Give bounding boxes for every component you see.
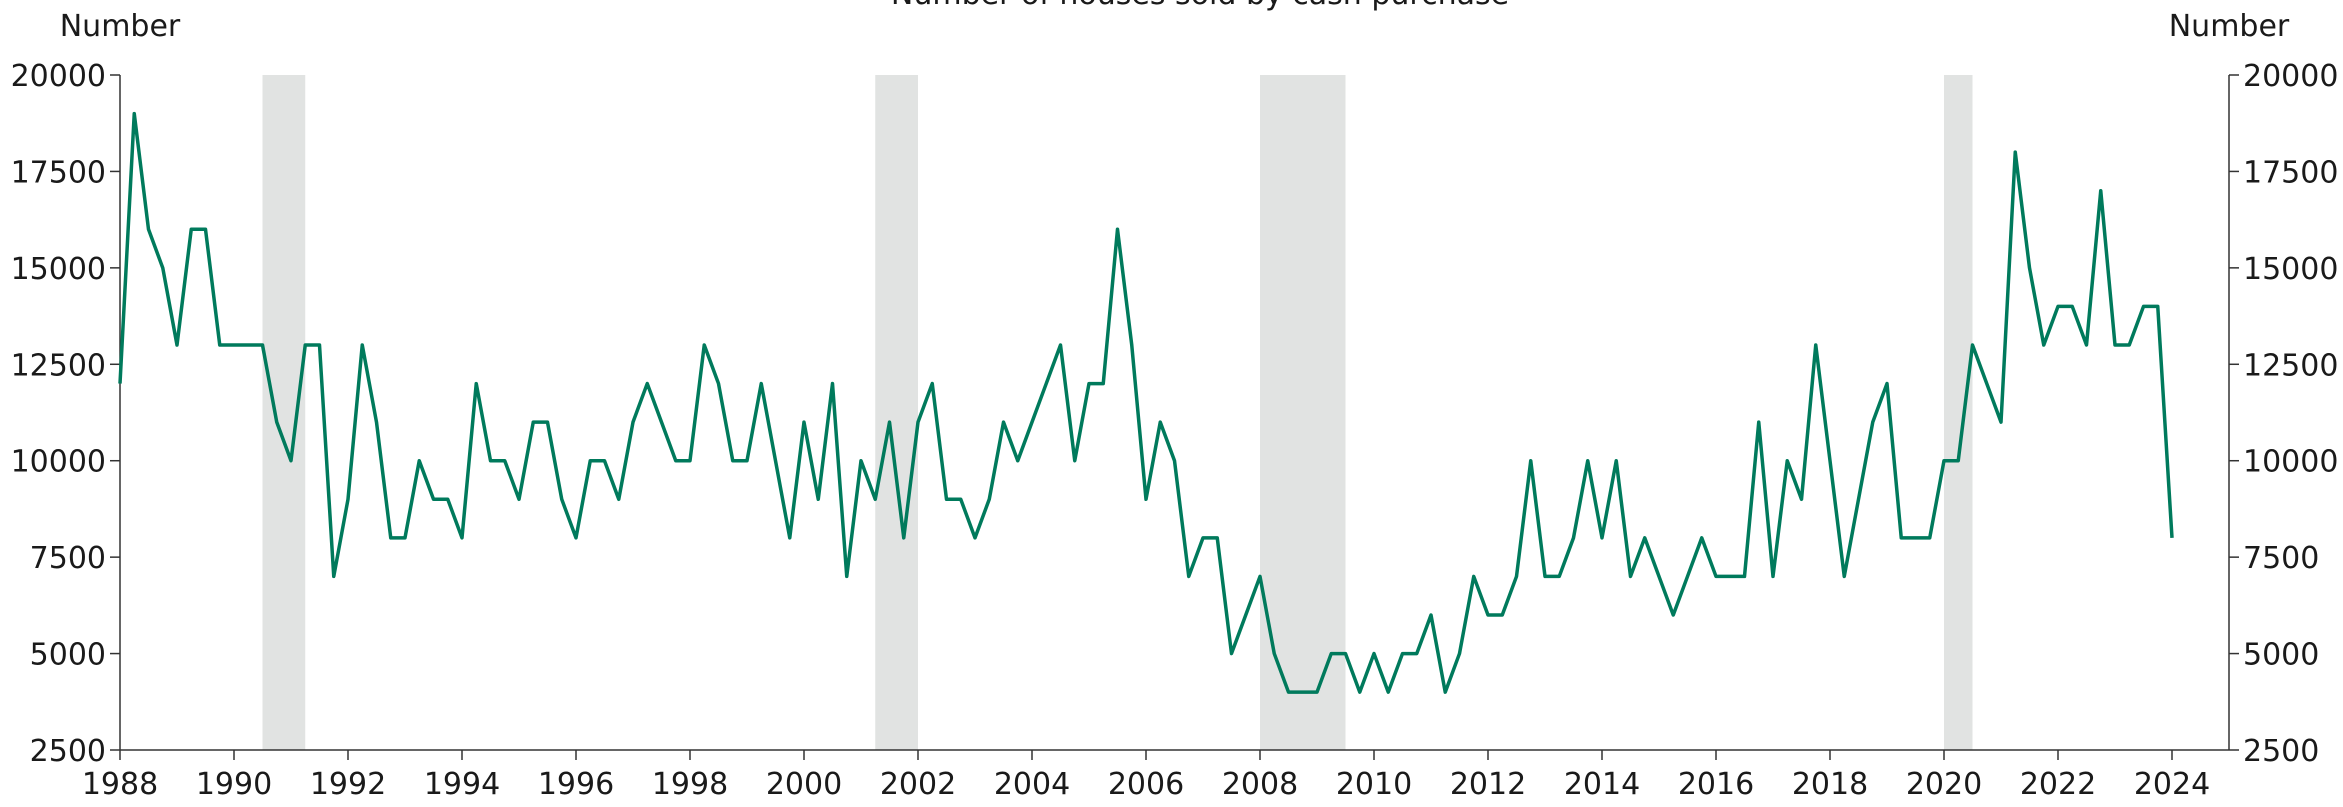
x-tick-label: 2014 — [1564, 767, 1640, 802]
shaded-period — [1260, 75, 1346, 750]
y-tick-label: 5000 — [30, 638, 106, 673]
y2-axis-label: Number — [2169, 9, 2290, 44]
y-tick-label: 17500 — [11, 155, 106, 190]
x-tick-label: 2018 — [1792, 767, 1868, 802]
y-tick-label: 20000 — [11, 59, 106, 94]
shaded-period — [1944, 75, 1973, 750]
y-tick-label: 7500 — [30, 541, 106, 576]
x-tick-label: 1998 — [652, 767, 728, 802]
y2-tick-label: 7500 — [2243, 541, 2319, 576]
x-tick-label: 2016 — [1678, 767, 1754, 802]
y-tick-label: 12500 — [11, 348, 106, 383]
y2-tick-label: 2500 — [2243, 734, 2319, 769]
y2-tick-label: 12500 — [2243, 348, 2338, 383]
y2-tick-label: 15000 — [2243, 252, 2338, 287]
y2-tick-label: 17500 — [2243, 155, 2338, 190]
y2-tick-label: 10000 — [2243, 445, 2338, 480]
y-tick-label: 2500 — [30, 734, 106, 769]
x-tick-label: 1992 — [310, 767, 386, 802]
x-tick-label: 2006 — [1108, 767, 1184, 802]
x-tick-label: 1988 — [82, 767, 158, 802]
x-tick-label: 2000 — [766, 767, 842, 802]
y-tick-label: 10000 — [11, 445, 106, 480]
y2-tick-label: 20000 — [2243, 59, 2338, 94]
chart-title: Number of houses sold by cash purchase — [891, 0, 1509, 12]
x-tick-label: 1990 — [196, 767, 272, 802]
x-tick-label: 2020 — [1906, 767, 1982, 802]
x-tick-label: 1994 — [424, 767, 500, 802]
y-axis-label: Number — [60, 9, 181, 44]
x-tick-label: 2022 — [2020, 767, 2096, 802]
x-tick-label: 2012 — [1450, 767, 1526, 802]
x-tick-label: 2008 — [1222, 767, 1298, 802]
x-tick-label: 1996 — [538, 767, 614, 802]
data-line — [118, 111, 2174, 694]
y-tick-label: 15000 — [11, 252, 106, 287]
x-tick-label: 2004 — [994, 767, 1070, 802]
x-tick-label: 2010 — [1336, 767, 1412, 802]
shaded-period — [262, 75, 306, 750]
x-tick-label: 2024 — [2134, 767, 2210, 802]
y2-tick-label: 5000 — [2243, 638, 2319, 673]
x-tick-label: 2002 — [880, 767, 956, 802]
shaded-period — [875, 75, 918, 750]
